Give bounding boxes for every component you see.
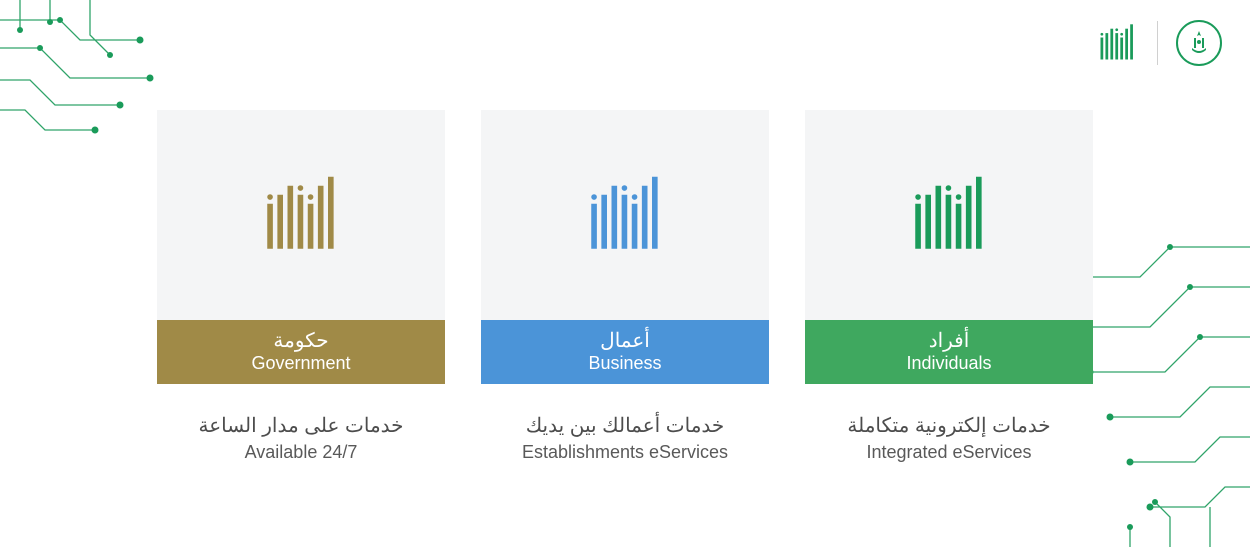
card-caption-business: خدمات أعمالك بين يديك Establishments eSe… <box>522 412 728 465</box>
card-band-business: أعمال Business <box>481 320 769 384</box>
card-individuals[interactable]: أفراد Individuals خدمات إلكترونية متكامل… <box>805 110 1093 465</box>
card-business[interactable]: أعمال Business خدمات أعمالك بين يديك Est… <box>481 110 769 465</box>
header-divider <box>1157 21 1158 65</box>
card-band-government: حكومة Government <box>157 320 445 384</box>
service-cards-row: حكومة Government خدمات على مدار الساعة A… <box>157 110 1093 465</box>
card-caption-government: خدمات على مدار الساعة Available 24/7 <box>198 412 403 465</box>
moi-emblem-icon <box>1176 20 1222 66</box>
card-caption-en-individuals: Integrated eServices <box>847 440 1050 465</box>
card-caption-ar-individuals: خدمات إلكترونية متكاملة <box>847 412 1050 440</box>
card-title-ar-government: حكومة <box>273 329 328 353</box>
card-caption-ar-business: خدمات أعمالك بين يديك <box>522 412 728 440</box>
card-band-individuals: أفراد Individuals <box>805 320 1093 384</box>
card-title-en-individuals: Individuals <box>906 353 991 375</box>
card-tile-business <box>481 110 769 320</box>
card-caption-ar-government: خدمات على مدار الساعة <box>198 412 403 440</box>
absher-logo-government-icon <box>256 170 346 260</box>
card-title-ar-business: أعمال <box>600 329 650 353</box>
header <box>1095 20 1222 66</box>
card-tile-government <box>157 110 445 320</box>
card-tile-individuals <box>805 110 1093 320</box>
absher-logo-business-icon <box>580 170 670 260</box>
absher-logo-individuals-icon <box>904 170 994 260</box>
card-caption-en-government: Available 24/7 <box>198 440 403 465</box>
card-title-en-government: Government <box>251 353 350 375</box>
card-caption-en-business: Establishments eServices <box>522 440 728 465</box>
card-government[interactable]: حكومة Government خدمات على مدار الساعة A… <box>157 110 445 465</box>
card-caption-individuals: خدمات إلكترونية متكاملة Integrated eServ… <box>847 412 1050 465</box>
absher-logo-icon <box>1095 21 1139 65</box>
card-title-ar-individuals: أفراد <box>929 329 970 353</box>
card-title-en-business: Business <box>588 353 661 375</box>
